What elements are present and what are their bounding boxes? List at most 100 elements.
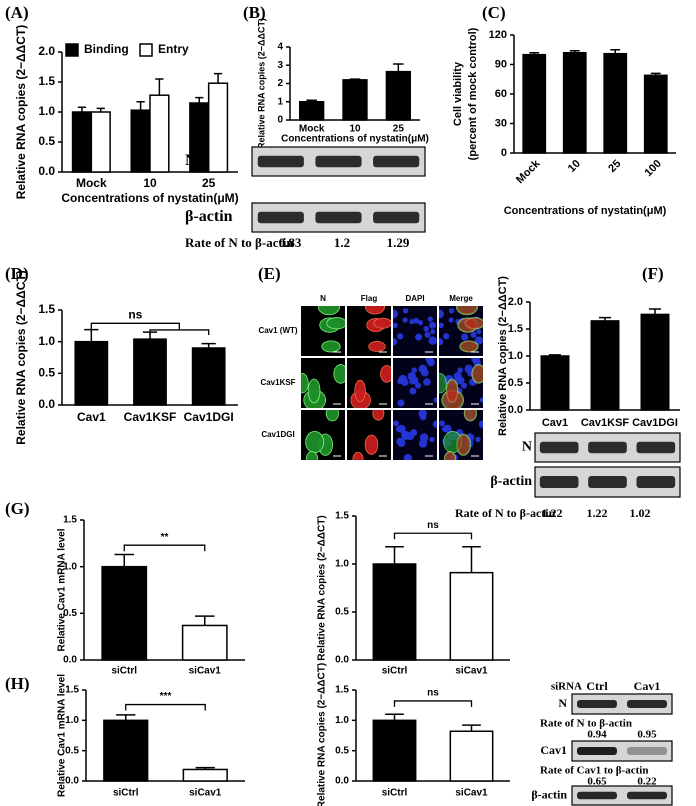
significance-bracket <box>393 700 473 707</box>
lane-label: Ctrl <box>586 679 608 693</box>
significance-label: ns <box>427 520 439 531</box>
micrograph <box>393 358 437 408</box>
micrograph <box>347 306 391 356</box>
y-axis-label: Relative RNA copies (2−ΔΔCT) <box>256 18 266 149</box>
nucleus <box>448 308 455 314</box>
blot-label: β-actin <box>490 474 532 489</box>
y-tick-label: 0.5 <box>38 366 55 380</box>
blot-band <box>577 791 617 800</box>
nucleus <box>461 333 469 341</box>
nucleus <box>423 378 431 386</box>
y-tick-label: 0.0 <box>63 655 77 666</box>
blot-band <box>373 155 420 168</box>
bar <box>181 624 228 661</box>
nucleus <box>393 420 399 427</box>
bar <box>449 730 494 782</box>
red-cell <box>364 434 379 455</box>
nucleus <box>471 358 480 364</box>
lane-label: Cav1 <box>634 679 661 693</box>
legend-swatch <box>65 43 79 57</box>
y-tick-label: 1.0 <box>63 561 77 572</box>
error-bar <box>114 553 134 567</box>
blot-label: N <box>185 152 197 169</box>
x-tick-label: Mock <box>76 176 107 190</box>
blot-band <box>627 747 667 755</box>
x-tick-label: Cav1DGI <box>632 417 678 429</box>
error-bar <box>462 545 481 573</box>
y-tick-label: 1.5 <box>508 323 523 335</box>
nucleus <box>409 318 415 325</box>
y-axis-label: Relative RNA copies (2−ΔΔCT) <box>317 663 328 806</box>
blot-label: Cav1 <box>540 743 567 757</box>
micrograph <box>439 410 483 460</box>
error-bar <box>84 328 99 342</box>
error-bar <box>195 766 215 770</box>
x-axis-label: Concentrations of nystatin(μM) <box>504 205 667 217</box>
y-axis-label: Relative RNA copies (2−ΔΔCT) <box>317 515 328 660</box>
rate-label: Rate of N to β-actin <box>455 506 556 520</box>
column-label: N <box>320 294 326 303</box>
error-bar <box>462 724 481 732</box>
y-tick-label: 1.5 <box>38 302 55 316</box>
bar <box>385 70 411 121</box>
red-cell <box>372 410 385 421</box>
rate-value: 1.29 <box>387 235 410 250</box>
blot-band <box>315 211 362 224</box>
green-cell <box>301 373 309 394</box>
y-tick-label: 0.5 <box>508 377 523 389</box>
green-cell <box>321 340 341 353</box>
error-bar <box>195 615 215 626</box>
red-cell <box>456 306 478 315</box>
panel-label: (H) <box>5 674 30 693</box>
blot-label: N <box>522 440 532 455</box>
green-cell <box>333 364 345 384</box>
blot-label: β-actin <box>531 787 567 801</box>
error-bar <box>195 96 204 103</box>
y-tick-label: 0 <box>277 115 283 126</box>
nucleus <box>409 387 417 395</box>
error-bar <box>306 99 317 102</box>
y-tick-label: 1.0 <box>38 334 55 348</box>
nucleus <box>397 333 404 340</box>
nucleus <box>427 316 433 322</box>
bar <box>71 111 93 173</box>
bar <box>182 768 228 782</box>
y-tick-label: 30 <box>495 117 507 129</box>
y-tick-label: 2.0 <box>508 296 523 308</box>
nucleus <box>411 367 417 373</box>
nucleus <box>398 374 408 384</box>
error-bar <box>136 101 145 111</box>
blot-band <box>627 700 667 708</box>
red-cell <box>380 365 391 383</box>
red-cell <box>465 317 483 329</box>
x-tick-label: siCav1 <box>189 666 222 677</box>
blot-label: N <box>558 696 567 710</box>
y-tick-label: 120 <box>489 29 507 41</box>
y-tick-label: 1.0 <box>508 350 523 362</box>
nucleus <box>397 399 405 407</box>
nucleus <box>428 321 436 329</box>
error-bar <box>77 106 87 112</box>
x-tick-label: 10 <box>143 176 157 190</box>
y-tick-label: 4 <box>277 42 283 53</box>
blot-band <box>577 747 617 755</box>
nucleus <box>432 420 437 429</box>
y-tick-label: 3 <box>277 60 283 71</box>
green-cell <box>326 317 345 330</box>
y-tick-label: 1 <box>277 96 283 107</box>
micrograph <box>393 306 437 356</box>
bar <box>130 109 151 173</box>
x-tick-label: Mock <box>299 124 325 135</box>
significance-bracket <box>393 532 473 540</box>
x-tick-label: siCtrl <box>382 666 408 677</box>
x-axis-label: Concentrations of nystatin(μM) <box>281 134 429 145</box>
bar <box>643 74 668 154</box>
blot-frame <box>571 740 673 762</box>
nucleus <box>479 397 483 403</box>
y-tick-label: 0.5 <box>63 608 77 619</box>
significance-bracket <box>90 322 210 335</box>
nucleus <box>419 433 429 442</box>
y-tick-label: 90 <box>495 58 507 70</box>
x-tick-label: siCtrl <box>113 788 139 799</box>
nucleus <box>402 317 408 323</box>
